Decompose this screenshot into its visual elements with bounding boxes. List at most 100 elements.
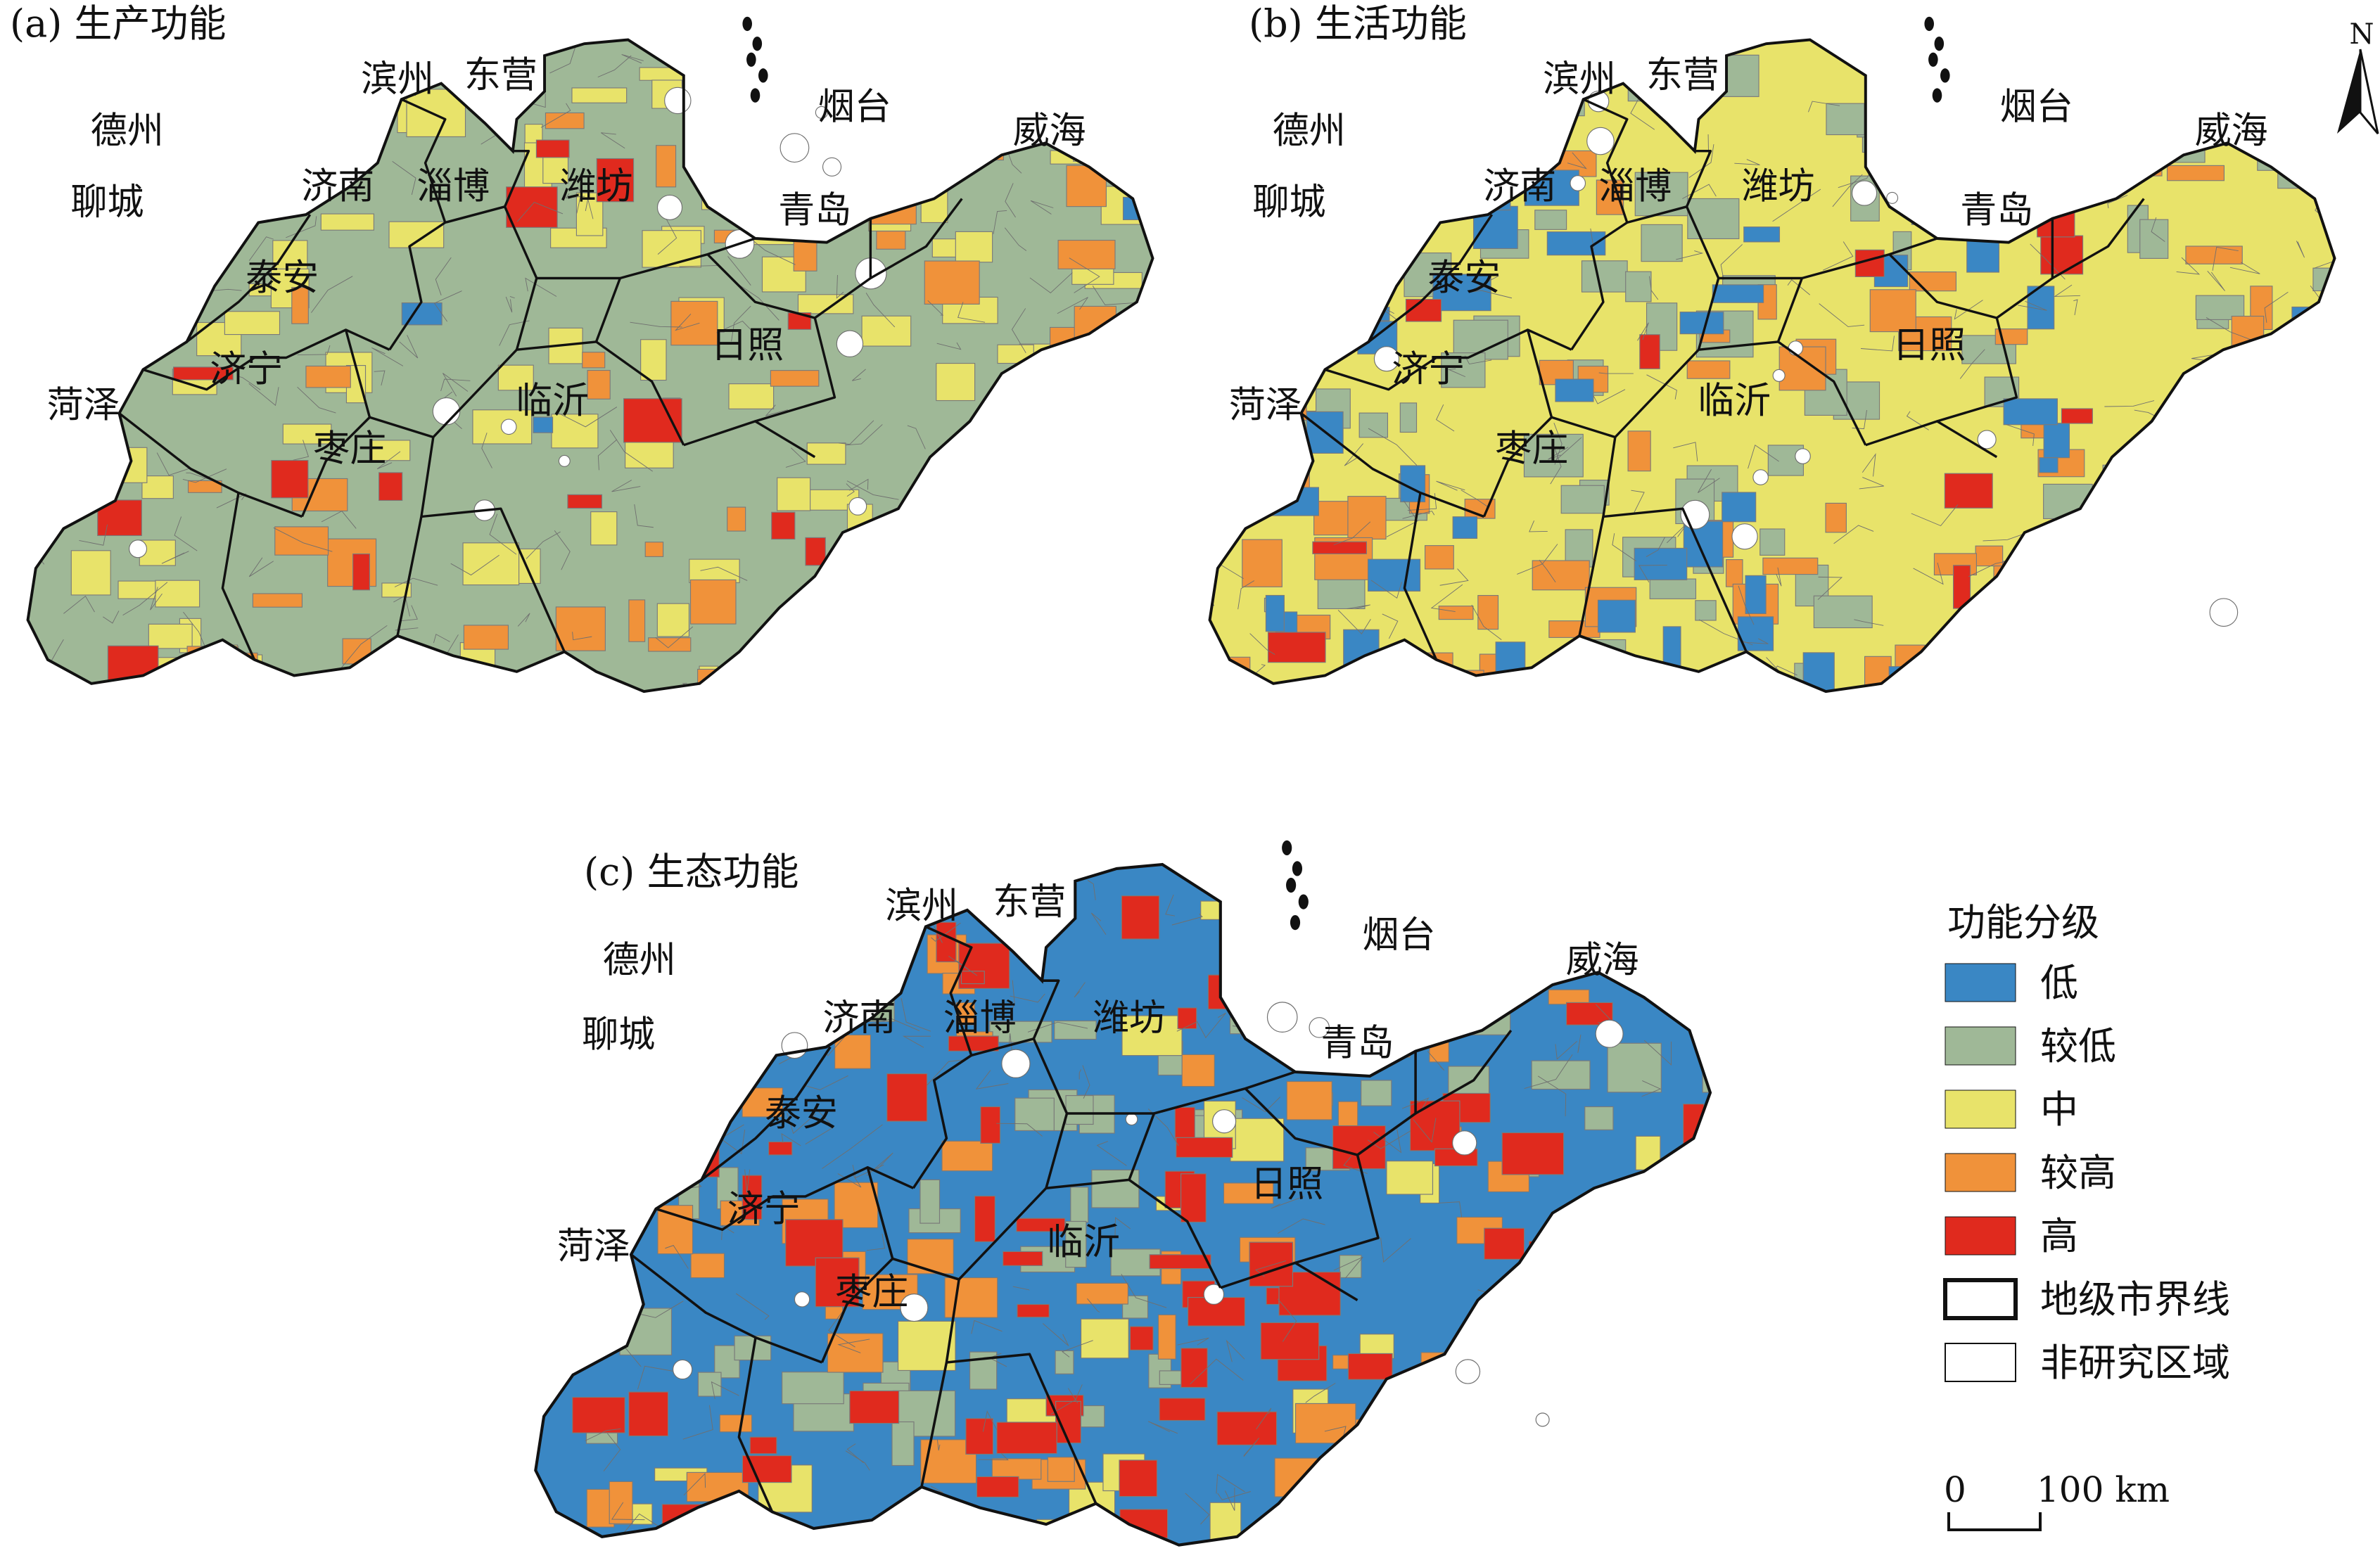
patch-低 [1966,238,2000,273]
county-line [2077,39,2109,49]
non-study-area [1752,469,1769,485]
patch-中 [444,678,496,692]
patch-较高 [983,113,1004,161]
patch-高 [976,1476,1019,1498]
patch-中 [1532,1327,1558,1347]
patch-高 [980,1106,1001,1144]
patch-低 [2170,624,2205,665]
patch-较低 [1502,72,1546,103]
county-line [604,1057,625,1092]
non-study-area [1772,369,1786,382]
patch-较高 [895,136,928,161]
patch-中 [1230,1118,1285,1162]
patch-较高 [1181,1054,1215,1087]
county-line [828,1305,855,1348]
county-line [1413,1118,1437,1143]
patch-中 [848,969,891,999]
county-line [971,1320,1003,1334]
county-line [2018,300,2047,311]
non-study-area [1455,1359,1481,1384]
patch-中 [1424,1505,1466,1545]
county-line [801,917,824,941]
county-line [1209,272,1229,290]
county-line [781,1132,801,1146]
legend-swatch [1945,1026,2016,1066]
patch-较高 [1242,539,1283,587]
patch-低 [2039,457,2058,473]
city-label: 德州 [1273,110,1346,152]
county-line [1147,1421,1178,1434]
city-label: 东营 [1646,54,1719,96]
city-label: 济宁 [727,1188,801,1230]
patch-较高 [582,352,606,369]
county-line [1138,105,1153,128]
patch-中 [689,558,740,583]
county-line [1022,56,1050,80]
county-line [1567,152,1587,170]
county-line [1213,498,1237,523]
county-line [1671,1350,1701,1374]
patch-较低 [1065,1220,1087,1268]
county-line [311,276,353,313]
county-line [1486,39,1508,49]
patch-中 [1200,900,1253,920]
patch-中 [195,653,215,689]
patch-高 [1653,1343,1684,1360]
county-line [2212,674,2231,692]
non-study-area [1535,1412,1550,1427]
county-line [1092,285,1135,305]
county-line [1697,469,1720,493]
patch-中 [920,189,948,224]
city-label: 德州 [91,110,164,152]
county-line [791,894,799,908]
patch-较低 [1065,1094,1094,1125]
patch-低 [533,416,554,433]
patch-较低 [1649,578,1697,599]
patch-较高 [2166,165,2225,181]
patch-高 [567,494,603,509]
patch-低 [2238,596,2270,633]
patch-中 [1131,682,1153,692]
patch-较高 [941,1140,993,1172]
patch-低 [2213,633,2241,656]
patch-较低 [2244,668,2266,692]
patch-中 [104,262,149,291]
county-line [174,516,198,551]
county-line [1612,533,1637,562]
patch-中 [1023,622,1043,663]
patch-中 [83,62,104,89]
county-line [1787,279,1810,295]
non-study-area [794,1291,810,1308]
patch-低 [1472,205,1518,249]
patch-较低 [874,1537,895,1545]
patch-中 [56,162,77,184]
patch-高 [1249,1241,1294,1287]
patch-较高 [1438,606,1474,620]
patch-高 [1549,1396,1582,1426]
patch-较高 [1157,1314,1176,1360]
county-line [1005,183,1016,218]
patch-高 [960,971,985,985]
county-line [865,293,896,328]
patch-较高 [689,579,737,625]
patch-低 [1597,599,1636,633]
patch-较高 [742,1087,783,1118]
county-line [572,632,592,641]
patch-较低 [2267,569,2301,592]
county-line [150,587,163,611]
county-line [925,120,983,150]
county-line [679,264,719,267]
patch-较高 [1073,492,1116,530]
city-boundary-line [820,1167,894,1363]
county-line [273,527,333,552]
county-line [2101,599,2120,622]
patch-中 [1475,1310,1534,1324]
patch-较高 [1361,191,1421,224]
patch-高 [849,1390,900,1424]
patch-较低 [706,907,725,956]
patch-较高 [719,1414,753,1433]
city-boundary-line [118,412,303,518]
city-label: 潍坊 [559,166,632,208]
county-line [535,1211,539,1224]
county-line [35,283,67,293]
